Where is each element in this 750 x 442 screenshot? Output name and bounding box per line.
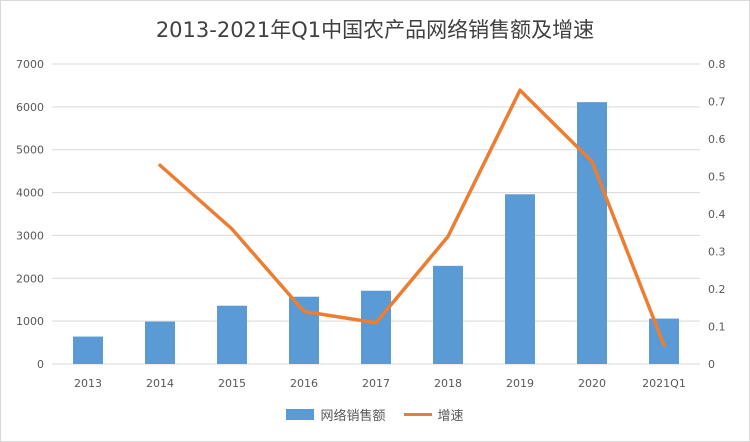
chart-legend: 网络销售额 增速 <box>0 405 750 424</box>
y-tick-label-left: 2000 <box>16 272 44 285</box>
legend-item-growth: 增速 <box>403 405 464 424</box>
legend-item-sales: 网络销售额 <box>286 405 386 424</box>
x-tick-label: 2013 <box>74 377 102 390</box>
legend-swatch-sales <box>286 409 315 420</box>
chart-title: 2013-2021年Q1中国农产品网络销售额及增速 <box>155 18 595 42</box>
x-tick-label: 2021Q1 <box>642 377 686 390</box>
line-point <box>518 88 522 92</box>
y-tick-label-right: 0 <box>708 358 715 371</box>
line-point <box>230 227 234 231</box>
line-point <box>374 321 378 325</box>
bar <box>289 296 319 364</box>
series-line-growth <box>158 88 666 347</box>
y-tick-label-left: 3000 <box>16 229 44 242</box>
y-tick-label-left: 7000 <box>16 58 44 71</box>
y-tick-label-left: 6000 <box>16 101 44 114</box>
bar <box>73 336 103 364</box>
legend-label-sales: 网络销售额 <box>320 409 386 424</box>
bar <box>577 102 607 365</box>
y-tick-label-left: 4000 <box>16 187 44 200</box>
y-tick-label-right: 0.2 <box>708 283 726 296</box>
line-point <box>158 163 162 167</box>
x-tick-label: 2015 <box>218 377 246 390</box>
bar <box>361 290 391 364</box>
line-point <box>590 160 594 163</box>
x-tick-label: 2017 <box>362 377 390 390</box>
y-tick-label-left: 1000 <box>16 315 44 328</box>
y-tick-label-left: 0 <box>37 358 44 371</box>
legend-swatch-growth <box>403 413 432 416</box>
y-tick-label-right: 0.1 <box>708 321 726 334</box>
bar <box>217 305 247 364</box>
y-tick-label-right: 0.3 <box>708 246 726 259</box>
legend-label-growth: 增速 <box>437 409 464 424</box>
x-tick-label: 2016 <box>290 377 318 390</box>
line-point <box>662 343 666 347</box>
bar <box>145 321 175 364</box>
y-tick-label-right: 0.4 <box>708 208 726 221</box>
y-tick-label-right: 0.8 <box>708 58 726 71</box>
y-tick-label-right: 0.6 <box>708 133 726 146</box>
x-tick-label: 2018 <box>434 377 462 390</box>
x-tick-label: 2020 <box>578 377 606 390</box>
line-point <box>446 235 450 238</box>
bar <box>505 194 535 364</box>
x-tick-label: 2014 <box>146 377 174 390</box>
y-tick-label-left: 5000 <box>16 144 44 157</box>
line-point <box>302 310 306 313</box>
x-tick-label: 2019 <box>506 377 534 390</box>
bar <box>433 265 463 364</box>
y-tick-label-right: 0.5 <box>708 171 726 184</box>
y-tick-label-right: 0.7 <box>708 96 726 109</box>
